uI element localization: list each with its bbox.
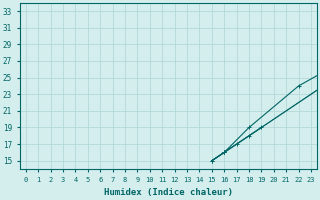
X-axis label: Humidex (Indice chaleur): Humidex (Indice chaleur) [104,188,233,197]
